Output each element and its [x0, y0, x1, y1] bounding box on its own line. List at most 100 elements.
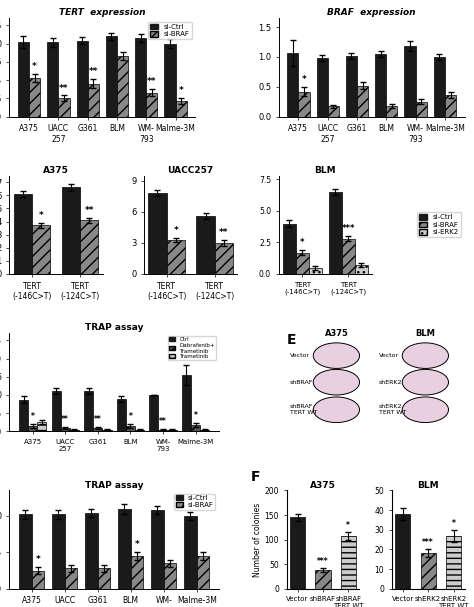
Bar	[135, 430, 144, 432]
Bar	[176, 101, 187, 117]
Bar	[445, 95, 456, 117]
Bar	[446, 535, 461, 589]
Bar	[28, 426, 37, 432]
Bar	[131, 556, 143, 589]
Bar	[85, 513, 98, 589]
Bar	[151, 510, 164, 589]
Text: *: *	[39, 211, 44, 220]
Bar	[52, 515, 64, 589]
Bar	[62, 188, 80, 274]
Circle shape	[313, 343, 360, 368]
Title: BLM: BLM	[314, 166, 336, 175]
Legend: Ctrl, Dabrafenib+
Trametinib, Trametinib: Ctrl, Dabrafenib+ Trametinib, Trametinib	[168, 336, 216, 361]
Bar	[357, 86, 368, 117]
Bar	[315, 570, 330, 589]
Bar	[146, 92, 157, 117]
Bar	[296, 253, 309, 274]
Text: **: **	[84, 206, 94, 215]
Title: TERT  expression: TERT expression	[59, 8, 146, 18]
Circle shape	[313, 370, 360, 395]
Bar	[76, 41, 88, 117]
Text: Vector: Vector	[379, 353, 399, 358]
Bar	[200, 430, 210, 432]
Bar	[191, 425, 200, 432]
Text: *: *	[179, 86, 183, 95]
Bar	[168, 430, 177, 432]
Text: **: **	[147, 77, 156, 86]
Bar	[386, 106, 398, 117]
Bar	[32, 225, 50, 274]
Text: *: *	[135, 540, 139, 549]
Bar	[298, 92, 310, 117]
Text: shERK2
TERT WT: shERK2 TERT WT	[379, 404, 407, 415]
Bar	[32, 571, 44, 589]
Text: *: *	[301, 75, 306, 84]
Bar	[182, 375, 191, 432]
Bar	[287, 53, 298, 117]
Text: *: *	[452, 519, 456, 528]
Bar	[341, 535, 356, 589]
Bar	[164, 563, 176, 589]
Bar	[355, 265, 368, 274]
Bar	[416, 102, 427, 117]
Bar	[328, 106, 339, 117]
Bar	[215, 243, 233, 274]
Text: **: **	[59, 84, 69, 92]
Text: **: **	[159, 417, 167, 426]
Bar	[19, 399, 28, 432]
Bar	[375, 54, 386, 117]
Circle shape	[402, 343, 448, 368]
Bar	[290, 517, 305, 589]
Bar	[420, 554, 436, 589]
Bar	[158, 430, 168, 432]
Text: shBRAF
TERT WT: shBRAF TERT WT	[290, 404, 318, 415]
Bar	[149, 395, 158, 432]
Bar	[346, 56, 357, 117]
Bar	[61, 428, 70, 432]
Bar	[404, 46, 416, 117]
Circle shape	[402, 397, 448, 422]
Bar	[52, 392, 61, 432]
Title: BRAF  expression: BRAF expression	[328, 8, 416, 18]
Bar	[135, 38, 146, 117]
Circle shape	[313, 397, 360, 422]
Bar	[283, 223, 296, 274]
Bar	[58, 98, 70, 117]
Bar	[434, 57, 445, 117]
Bar	[164, 44, 176, 117]
Bar	[184, 516, 197, 589]
Bar	[14, 194, 32, 274]
Bar	[317, 58, 328, 117]
Text: *: *	[128, 412, 132, 421]
Text: *: *	[194, 411, 198, 420]
Text: **: **	[94, 415, 102, 424]
Text: *: *	[346, 521, 350, 530]
Text: *: *	[32, 62, 37, 70]
Bar	[37, 422, 46, 432]
Text: **: **	[89, 67, 98, 76]
Bar	[64, 568, 77, 589]
Bar	[80, 220, 99, 274]
Text: BLM: BLM	[415, 329, 435, 338]
Text: Vector: Vector	[290, 353, 310, 358]
Text: *: *	[36, 555, 40, 564]
Text: **: **	[219, 228, 228, 237]
Circle shape	[402, 370, 448, 395]
Title: BLM: BLM	[418, 481, 439, 490]
Bar	[19, 515, 32, 589]
Title: A375: A375	[43, 166, 69, 175]
Bar	[88, 84, 99, 117]
Y-axis label: Number of colonies: Number of colonies	[253, 503, 262, 577]
Bar	[309, 268, 321, 274]
Text: A375: A375	[325, 329, 348, 338]
Text: *: *	[31, 412, 35, 421]
Text: **: **	[62, 415, 69, 424]
Text: shERK2: shERK2	[379, 380, 402, 385]
Title: UACC257: UACC257	[167, 166, 214, 175]
Text: ***: ***	[342, 224, 355, 233]
Text: ***: ***	[422, 538, 434, 548]
Bar	[196, 216, 215, 274]
Bar	[197, 556, 210, 589]
Bar	[117, 56, 128, 117]
Bar	[342, 239, 355, 274]
